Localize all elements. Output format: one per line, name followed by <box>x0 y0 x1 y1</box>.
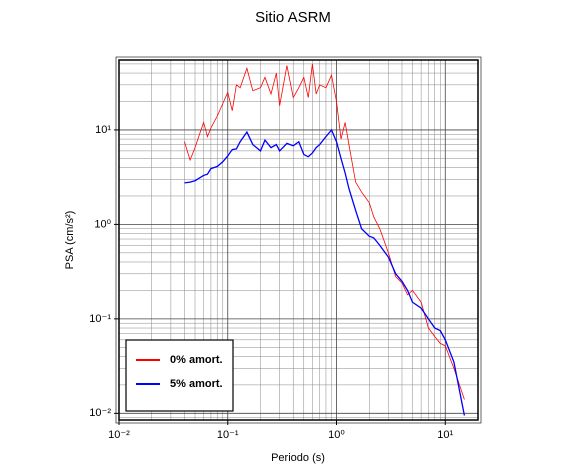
x-tick-label: 10⁻² <box>108 429 130 441</box>
legend-label: 0% amort. <box>170 354 223 366</box>
y-tick-label: 10¹ <box>95 124 111 136</box>
x-tick-label: 10⁻¹ <box>217 429 239 441</box>
y-tick-label: 10⁻¹ <box>89 313 111 325</box>
y-tick-label: 10⁻² <box>89 407 111 419</box>
x-tick-label: 10⁰ <box>328 429 345 441</box>
plot-frame <box>118 59 479 421</box>
series-line <box>184 63 465 400</box>
legend-label: 5% amort. <box>170 378 223 390</box>
outer-frame <box>115 56 482 424</box>
x-axis-label: Periodo (s) <box>271 452 325 464</box>
y-tick-label: 10⁰ <box>94 218 111 230</box>
x-tick-label: 10¹ <box>437 429 453 441</box>
chart-title: Sitio ASRM <box>255 9 331 26</box>
series-line <box>184 128 466 416</box>
legend-box <box>125 339 234 412</box>
y-axis-label: PSA (cm/s²) <box>64 211 76 270</box>
